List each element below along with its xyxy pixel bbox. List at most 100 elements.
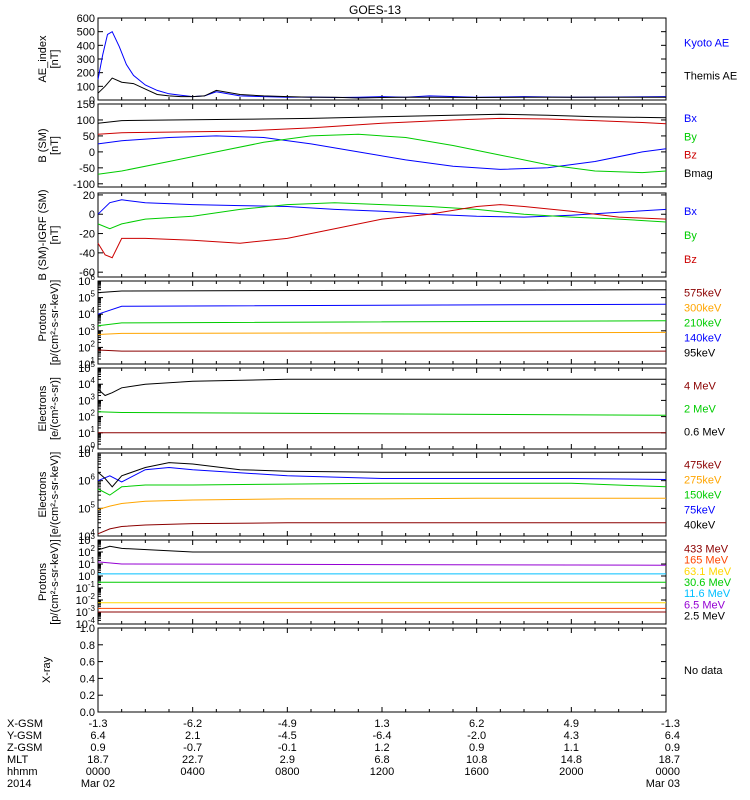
y-tick-label: -100 [73,179,95,191]
y-tick-label: -60 [79,267,95,279]
legend-entry: 475keV [684,459,722,471]
y-tick-label: 104 [78,306,95,321]
legend-entry: 433 MeV [684,543,729,555]
y-tick-label: 102 [78,409,95,424]
legend-entry: 210keV [684,318,722,330]
legend-entry: 0.6 MeV [684,427,726,439]
x-axis-value: 0000 [656,766,680,778]
legend-entry: Bx [684,113,697,125]
panel-frame [97,192,667,278]
y-axis-label: Protons [37,563,49,601]
x-axis-value: 2000 [559,766,583,778]
x-axis-value: Mar 02 [81,778,115,790]
legend-entry: 140keV [684,333,722,345]
chart-title: GOES-13 [349,3,401,17]
y-tick-label: 0.4 [80,673,95,685]
legend-entry: By [684,131,697,143]
y-tick-label: 105 [78,500,95,515]
x-axis-value: 1.3 [374,718,389,730]
x-axis-value: Mar 03 [646,778,680,790]
x-axis-value: 0.9 [90,742,105,754]
x-axis-value: 2.1 [185,730,200,742]
panel-xray: 0.0 0.2 0.4 0.6 0.8 1.0 X-ray No data [41,623,723,719]
legend-entry: 275keV [684,474,722,486]
series-150kev [97,482,667,496]
legend-entry: Bmag [684,168,713,180]
y-tick-label: 400 [77,40,95,52]
legend-entry: Bz [684,254,697,266]
series-by [97,133,667,175]
x-axis-value: 18.7 [659,754,680,766]
y-axis-label: Electrons [37,471,49,517]
y-tick-label: 500 [77,27,95,39]
y-tick-label: 0 [89,209,95,221]
x-axis-value: 0.9 [665,742,680,754]
panel-frame [97,367,667,450]
panel-bigrf: -60 -40 -20 0 20 B (SM)-IGRF (SM) [nT] Bx By Bz [37,189,697,280]
y-tick-label: 600 [77,13,95,25]
x-axis-value: 1200 [370,766,394,778]
legend-entry: 300keV [684,302,722,314]
x-axis-value: -4.5 [278,730,297,742]
legend-entry: 575keV [684,287,722,299]
x-axis-value: 0000 [86,766,110,778]
series-bmag [97,113,667,124]
y-axis-label: B (SM) [37,128,49,162]
series-210kev [97,320,667,327]
series-by [97,202,667,230]
legend-entry: 63.1 MeV [684,566,732,578]
y-tick-label: 200 [77,68,95,80]
series-75kev [97,466,667,483]
series-300kev [97,331,667,335]
y-axis-label: X-ray [41,656,53,683]
legend-entry: 165 MeV [684,555,729,567]
legend-entry: 40keV [684,520,716,532]
series-2.5-mev [97,545,666,553]
legend-entry: Themis AE [684,70,737,82]
y-tick-label: 103 [78,323,95,338]
y-tick-label: 101 [78,425,95,440]
x-axis-value: 0800 [275,766,299,778]
y-tick-label: 0.6 [80,657,95,669]
series-0.6-mev [97,378,666,397]
y-axis-label: AE_index [37,35,49,83]
no-data-label: No data [684,665,723,677]
y-tick-label: 20 [83,190,95,202]
series-275kev [97,497,666,511]
y-tick-label: 0.0 [80,707,95,719]
x-axis-value: 2.9 [280,754,295,766]
legend-entry: Kyoto AE [684,38,729,50]
x-axis-value: -0.7 [183,742,202,754]
legend-entry: 75keV [684,505,716,517]
legend-entry: 150keV [684,490,722,502]
x-axis-value: 4.9 [564,718,579,730]
y-axis-label: [nT] [49,226,61,245]
legend-entry: 30.6 MeV [684,577,732,589]
series-140kev [97,303,667,315]
x-axis-value: -6.4 [373,730,392,742]
y-tick-label: 150 [77,99,95,111]
x-axis-value: 6.8 [374,754,389,766]
series-6.5-mev [97,561,667,566]
series-575kev [97,349,666,352]
y-axis-label: [p/(cm²-s-sr-keV)] [49,539,61,625]
y-axis-label: Electrons [37,385,49,431]
y-tick-label: 0 [89,95,95,107]
x-axis-value: 18.7 [87,754,108,766]
y-tick-label: 105 [78,290,95,305]
x-axis-value: 22.7 [182,754,203,766]
x-axis-value: -4.9 [278,718,297,730]
x-axis-row-label: X-GSM [7,718,43,730]
y-axis-label: [p/(cm²-s-sr-keV)] [49,280,61,366]
series-475kev [97,522,666,535]
x-axis-value: 6.2 [469,718,484,730]
x-axis-row-label: hhmm [7,766,38,778]
x-axis-value: 1.2 [374,742,389,754]
x-axis-value: 0400 [180,766,204,778]
x-axis-row-label: Z-GSM [7,742,42,754]
x-axis-value: 1.1 [564,742,579,754]
